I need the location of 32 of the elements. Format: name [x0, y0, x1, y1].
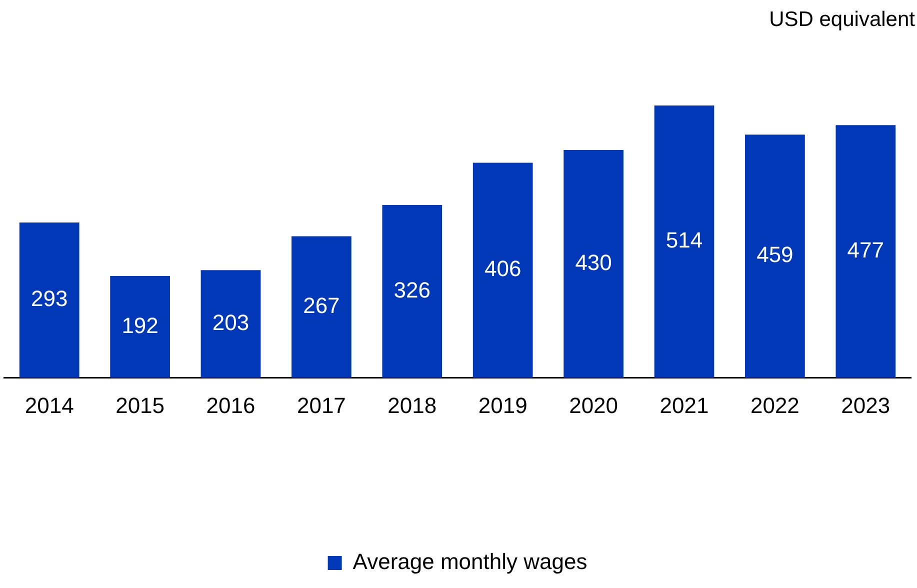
data-label: 326	[394, 277, 431, 302]
data-label: 514	[666, 228, 703, 253]
data-label: 192	[122, 312, 158, 338]
y-axis-title: USD equivalent	[769, 8, 915, 32]
bar	[382, 205, 442, 378]
data-label: 293	[30, 286, 68, 312]
bar	[200, 270, 261, 378]
x-tick-label: 2015	[116, 392, 165, 418]
x-tick-label: 2020	[569, 392, 618, 418]
bar	[836, 125, 896, 378]
bar	[110, 276, 170, 378]
x-tick-label: 2018	[388, 392, 437, 418]
x-tick-label: 2022	[750, 392, 800, 418]
bar	[654, 106, 714, 378]
x-tick-label: 2014	[24, 392, 74, 418]
legend-label: Average monthly wages	[352, 549, 588, 574]
bar	[564, 150, 624, 378]
bar	[472, 162, 533, 378]
x-tick-label: 2016	[206, 392, 256, 418]
data-label: 406	[484, 256, 522, 282]
bar	[745, 134, 805, 378]
x-tick-label: 2017	[296, 392, 346, 418]
data-label: 477	[847, 237, 884, 262]
bar	[19, 222, 80, 378]
x-tick-label: 2023	[841, 392, 890, 418]
data-label: 267	[303, 292, 340, 318]
bar	[292, 236, 352, 378]
data-label: 203	[212, 310, 250, 335]
x-tick-label: 2021	[660, 392, 709, 418]
x-tick-label: 2019	[478, 392, 528, 418]
data-label: 430	[575, 250, 612, 275]
data-label: 459	[756, 242, 794, 268]
